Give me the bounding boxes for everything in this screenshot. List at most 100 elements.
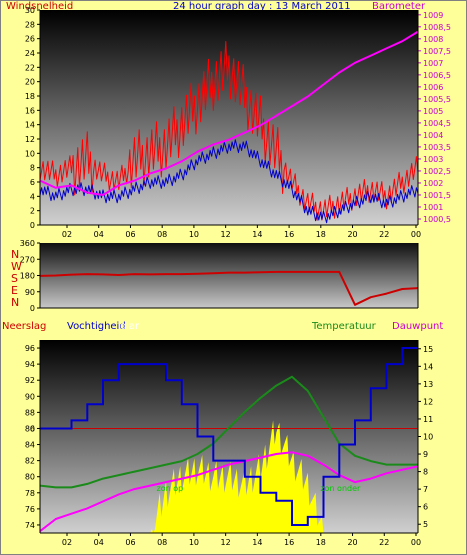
wind-x-tick-label: 20	[347, 230, 357, 239]
temp-y-tick-label: 6	[423, 503, 428, 512]
humidity-label: Vochtigheid	[67, 321, 126, 332]
wind-y-tick-label: 10	[25, 149, 35, 158]
humidity-series-line	[40, 347, 418, 526]
temp-y-tick-label: 5	[423, 520, 428, 529]
wind-y-tick-label: 26	[25, 35, 35, 44]
wind-x-tick-label: 00	[411, 230, 421, 239]
temp-y-tick-label: 10	[423, 433, 433, 442]
baro-y-tick-label: 1009	[423, 11, 443, 20]
temp-y-tick-label: 12	[423, 397, 433, 406]
wind-y-tick-label: 22	[25, 63, 35, 72]
wind-y-tick-label: 30	[25, 6, 35, 15]
baro-y-tick-label: 1001	[423, 203, 443, 212]
climate-x-tick-label: 14	[252, 538, 262, 547]
baro-y-tick-label: 1001,5	[423, 191, 451, 200]
baro-y-tick-label: 1007	[423, 59, 443, 68]
wind-x-tick-label: 18	[316, 230, 326, 239]
humidity-y-tick-label: 84	[25, 441, 35, 450]
climate-x-tick-label: 16	[284, 538, 294, 547]
temp-y-tick-label: 9	[423, 450, 428, 459]
baro-y-tick-label: 1008	[423, 35, 443, 44]
humidity-y-tick-label: 88	[25, 408, 35, 417]
compass-s: S	[11, 272, 18, 285]
barometer-series-line	[39, 30, 419, 196]
sunset-label: zon onder	[320, 484, 361, 493]
direction-y-tick-label: 0	[30, 304, 35, 313]
temp-y-tick-label: 15	[423, 345, 433, 354]
humidity-y-tick-label: 96	[25, 344, 35, 353]
wind-y-tick-label: 6	[30, 178, 35, 187]
dewpoint-series-line	[39, 451, 419, 532]
direction-y-tick-label: 360	[20, 239, 35, 248]
solar-label: olar	[120, 321, 140, 332]
wind-y-tick-label: 2	[30, 207, 35, 216]
climate-x-tick-label: 00	[411, 538, 421, 547]
temp-y-tick-label: 13	[423, 380, 433, 389]
chart-title: 24 hour graph day : 13 March 2011	[173, 1, 351, 12]
compass-n-top: N	[11, 248, 19, 261]
sunrise-label: zon op	[157, 484, 184, 493]
humidity-y-tick-label: 94	[25, 360, 35, 369]
climate-x-tick-label: 08	[157, 538, 167, 547]
wind-x-tick-label: 22	[379, 230, 389, 239]
compass-w: W	[11, 260, 22, 273]
wind-speed-series-line	[39, 41, 419, 221]
humidity-y-tick-label: 90	[25, 392, 35, 401]
rain-label: Neerslag	[2, 321, 47, 332]
baro-y-tick-label: 1006,5	[423, 71, 451, 80]
rain-y-tick-label: 0	[30, 424, 35, 433]
baro-y-tick-label: 1006	[423, 83, 443, 92]
wind-y-tick-label: 16	[25, 106, 35, 115]
climate-x-tick-label: 02	[62, 538, 72, 547]
wind-y-tick-label: 0	[30, 221, 35, 230]
baro-y-tick-label: 1004	[423, 131, 443, 140]
wind-x-tick-label: 08	[157, 230, 167, 239]
temperature-series-line	[39, 375, 418, 489]
humidity-y-tick-label: 82	[25, 457, 35, 466]
temperature-label: Temperatuur	[312, 321, 376, 332]
temp-y-tick-label: 7	[423, 485, 428, 494]
wind-x-tick-label: 10	[189, 230, 199, 239]
baro-y-tick-label: 1003	[423, 155, 443, 164]
wind-y-tick-label: 24	[25, 49, 35, 58]
direction-y-tick-label: 270	[20, 255, 35, 264]
wind-speed-label: Windsnelheid	[6, 1, 74, 12]
wind-x-tick-label: 02	[62, 230, 72, 239]
wind-x-tick-label: 04	[94, 230, 104, 239]
wind-direction-plot-area	[40, 243, 418, 308]
compass-e: E	[11, 284, 18, 297]
humidity-y-tick-label: 86	[25, 424, 35, 433]
wind-direction-series-line	[39, 270, 419, 306]
wind-y-tick-label: 8	[30, 164, 35, 173]
climate-x-tick-label: 20	[347, 538, 357, 547]
direction-y-tick-label: 180	[20, 272, 35, 281]
wind-x-tick-label: 12	[221, 230, 231, 239]
wind-x-tick-label: 14	[252, 230, 262, 239]
climate-x-tick-label: 10	[189, 538, 199, 547]
climate-x-tick-label: 18	[316, 538, 326, 547]
baro-y-tick-label: 1005	[423, 107, 443, 116]
wind-y-tick-label: 4	[30, 192, 35, 201]
temp-y-tick-label: 8	[423, 468, 428, 477]
temp-y-tick-label: 14	[423, 362, 433, 371]
dewpoint-label: Dauwpunt	[392, 321, 444, 332]
wind-y-tick-label: 20	[25, 78, 35, 87]
climate-x-tick-label: 04	[94, 538, 104, 547]
wind-x-tick-label: 16	[284, 230, 294, 239]
wind-y-tick-label: 12	[25, 135, 35, 144]
direction-y-tick-label: 90	[25, 288, 35, 297]
baro-y-tick-label: 1000,5	[423, 215, 451, 224]
baro-y-tick-label: 1003,5	[423, 143, 451, 152]
humidity-y-tick-label: 80	[25, 473, 35, 482]
compass-n-bottom: N	[11, 296, 19, 309]
humidity-y-tick-label: 78	[25, 489, 35, 498]
humidity-y-tick-label: 74	[25, 521, 35, 530]
baro-y-tick-label: 1007,5	[423, 47, 451, 56]
baro-y-tick-label: 1004,5	[423, 119, 451, 128]
gust-series-line	[39, 139, 419, 224]
baro-y-tick-label: 1005,5	[423, 95, 451, 104]
wind-y-tick-label: 18	[25, 92, 35, 101]
baro-y-tick-label: 1002	[423, 179, 443, 188]
climate-x-tick-label: 12	[221, 538, 231, 547]
